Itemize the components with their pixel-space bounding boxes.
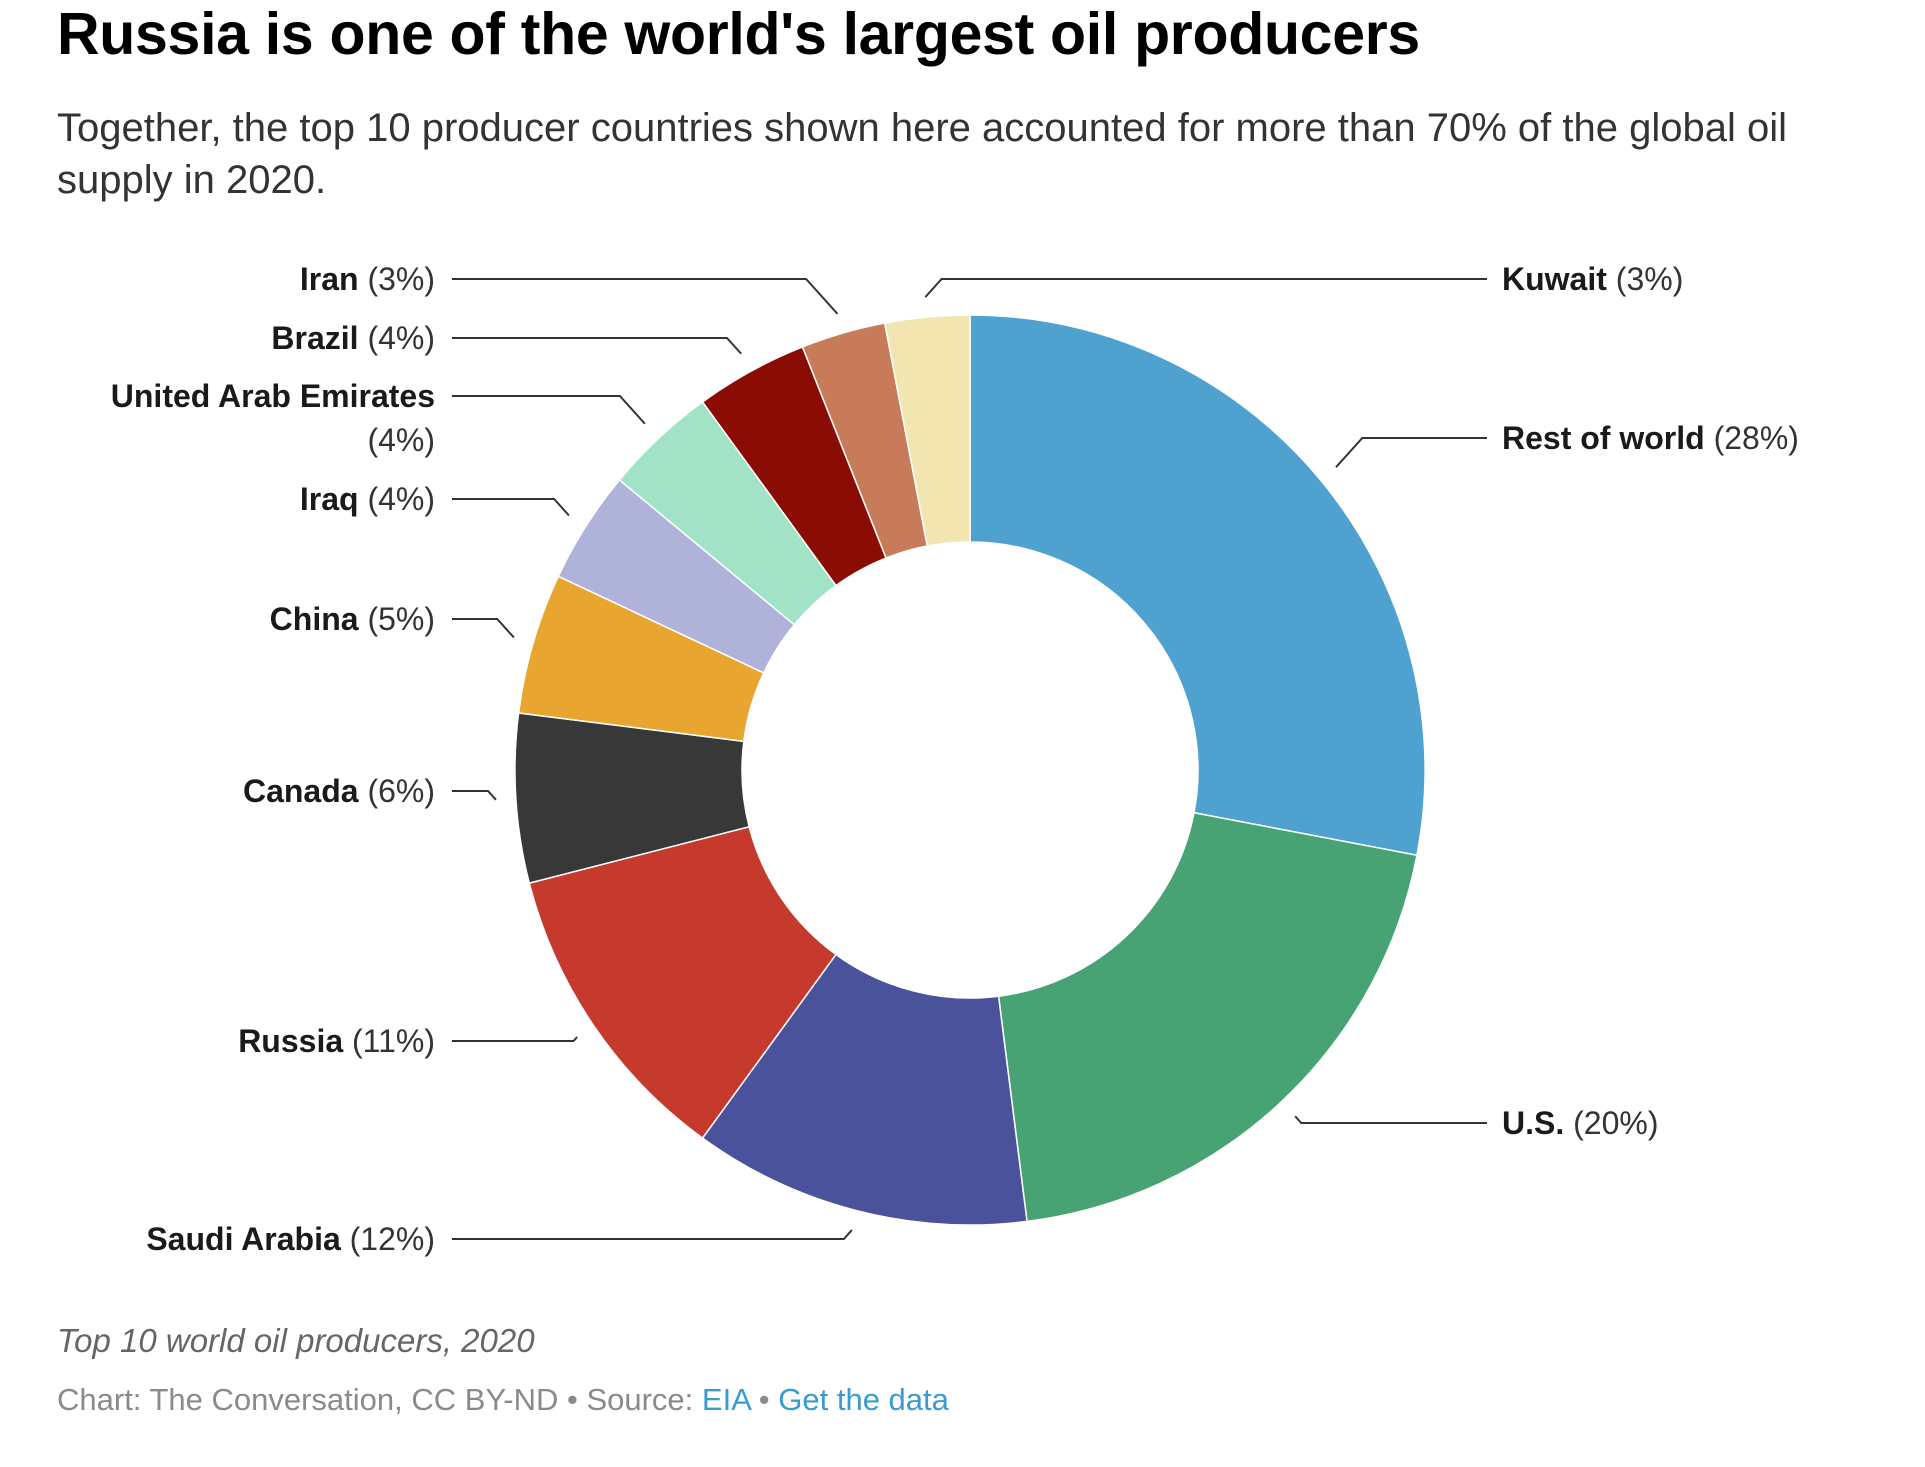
label-united-arab-emirates: United Arab Emirates (4%): [111, 378, 435, 458]
slice-russia: [528, 825, 838, 1140]
label-pct-canada: (6%): [359, 773, 435, 809]
label-name-iraq: Iraq: [300, 481, 359, 517]
leader-line-china: [452, 618, 515, 639]
leader-line-kuwait: [924, 278, 1487, 298]
label-russia: Russia (11%): [238, 1023, 435, 1059]
slice-labels: Rest of world (28%) U.S. (20%) Saudi Arabi…: [111, 261, 1799, 1257]
label-name-canada: Canada: [243, 773, 359, 809]
label-pct-china: (5%): [359, 601, 435, 637]
chart-title: Russia is one of the world's largest oil…: [57, 1, 1420, 67]
credit-text: Chart: The Conversation, CC BY-ND • Sour…: [57, 1382, 702, 1417]
label-iraq: Iraq (4%): [300, 481, 435, 517]
label-china: China (5%): [270, 601, 435, 637]
label-canada: Canada (6%): [243, 773, 435, 809]
slice-rest-of-world: [969, 314, 1426, 857]
get-data-link[interactable]: Get the data: [778, 1382, 949, 1417]
label-name-united-arab-emirates: United Arab Emirates: [111, 378, 435, 414]
label-name-kuwait: Kuwait: [1502, 261, 1607, 297]
label-name-u-s: U.S.: [1502, 1105, 1564, 1141]
chart-caption: Top 10 world oil producers, 2020: [57, 1322, 535, 1359]
label-pct-iran: (3%): [359, 261, 435, 297]
label-name-rest-of-world: Rest of world: [1502, 420, 1705, 456]
label-kuwait: Kuwait (3%): [1502, 261, 1683, 297]
label-pct-saudi-arabia: (12%): [341, 1221, 435, 1257]
label-pct-u-s: (20%): [1564, 1105, 1658, 1141]
leader-line-iraq: [452, 498, 570, 517]
leader-line-russia: [452, 1036, 578, 1042]
label-name-china: China: [270, 601, 359, 637]
label-u-s: U.S. (20%): [1502, 1105, 1658, 1141]
donut-slices: [514, 314, 1426, 1226]
label-rest-of-world: Rest of world (28%): [1502, 420, 1799, 456]
leader-lines: [452, 278, 1487, 1240]
leader-line-saudi-arabia: [452, 1229, 853, 1240]
leader-line-brazil: [452, 337, 742, 355]
label-iran: Iran (3%): [300, 261, 435, 297]
slice-u-s: [997, 811, 1418, 1223]
label-pct-iraq: (4%): [359, 481, 435, 517]
label-brazil: Brazil (4%): [271, 320, 435, 356]
credit-separator: •: [750, 1382, 779, 1417]
label-name-iran: Iran: [300, 261, 359, 297]
label-saudi-arabia: Saudi Arabia (12%): [146, 1221, 435, 1257]
source-link[interactable]: EIA: [701, 1382, 751, 1417]
label-name-russia: Russia: [238, 1023, 343, 1059]
label-pct-brazil: (4%): [359, 320, 435, 356]
label-pct-russia: (11%): [343, 1023, 435, 1059]
leader-line-rest-of-world: [1335, 437, 1487, 468]
label-pct-rest-of-world: (28%): [1705, 420, 1799, 456]
label-pct-united-arab-emirates: (4%): [367, 422, 435, 458]
chart-credit: Chart: The Conversation, CC BY-ND • Sour…: [57, 1382, 949, 1418]
slice-saudi-arabia: [701, 953, 1028, 1226]
label-name-brazil: Brazil: [271, 320, 358, 356]
chart-subtitle: Together, the top 10 producer countries …: [57, 106, 1787, 202]
leader-line-canada: [452, 790, 497, 801]
leader-line-u-s: [1294, 1115, 1487, 1124]
slice-kuwait: [883, 314, 971, 547]
leader-line-united-arab-emirates: [452, 395, 646, 425]
label-name-saudi-arabia: Saudi Arabia: [146, 1221, 341, 1257]
leader-line-iran: [452, 278, 839, 315]
label-pct-kuwait: (3%): [1607, 261, 1683, 297]
